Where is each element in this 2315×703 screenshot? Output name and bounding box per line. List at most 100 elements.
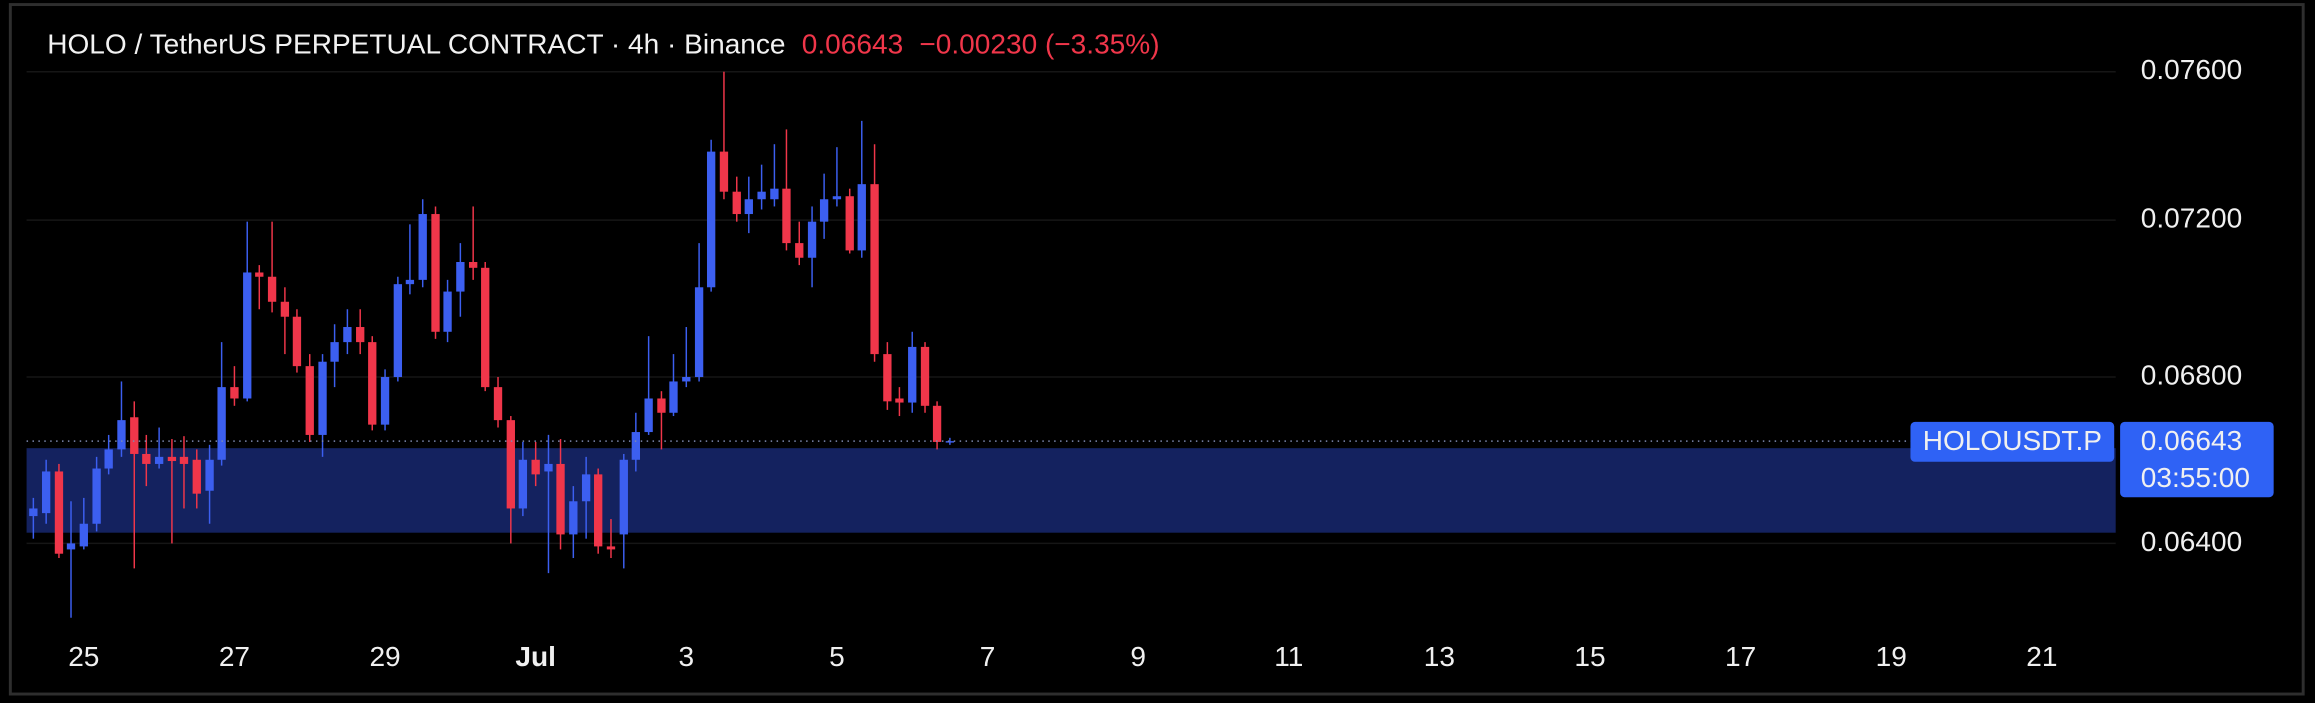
symbol-label-box xyxy=(1910,421,2115,462)
candle-body xyxy=(167,456,177,462)
header-price: 0.06643 xyxy=(802,28,903,59)
candle-body xyxy=(770,188,779,200)
candle-body xyxy=(694,287,704,378)
candle-body xyxy=(581,474,591,502)
candle-body xyxy=(92,468,101,524)
zone-layer xyxy=(26,448,2116,533)
x-tick-label: 9 xyxy=(1130,641,1146,672)
overlay-layer: 0.06400 0.06800 0.07200 0.07600 25 27 29 Jul 3 5 7… xyxy=(26,54,2274,672)
candle-body xyxy=(29,508,38,517)
candle-body xyxy=(192,459,201,494)
candle-body xyxy=(606,546,616,550)
candle-body xyxy=(481,267,490,388)
x-tick-label: 25 xyxy=(68,641,99,672)
candle-body xyxy=(895,398,904,403)
candle-body xyxy=(706,151,716,288)
candle-body xyxy=(569,501,578,535)
symbol-label: HOLOUSDT.P xyxy=(1923,425,2102,456)
candle-body xyxy=(380,377,390,425)
candle-body xyxy=(631,432,640,460)
header-change: −0.00230 (−3.35%) xyxy=(919,28,1159,59)
candle-body xyxy=(857,184,866,251)
candle-body xyxy=(142,453,151,464)
candle-body xyxy=(920,346,930,406)
candle-body xyxy=(255,272,264,277)
x-tick-label: Jul xyxy=(515,641,556,672)
candle-body xyxy=(343,327,352,343)
candle-body xyxy=(330,342,339,362)
candle-body xyxy=(732,191,741,215)
candle-body xyxy=(292,316,302,367)
candle-body xyxy=(945,441,955,443)
candle-body xyxy=(669,381,678,413)
candle-body xyxy=(644,398,653,433)
x-tick-label: 3 xyxy=(678,641,694,672)
candle-body xyxy=(117,420,126,450)
candle-body xyxy=(405,279,415,285)
candle-body xyxy=(243,272,252,399)
candle-body xyxy=(594,474,603,547)
candle-body xyxy=(531,459,540,475)
candle-body xyxy=(393,284,403,378)
y-tick-label: 0.06400 xyxy=(2141,526,2242,557)
x-tick-label: 11 xyxy=(1274,641,1303,672)
candle-body xyxy=(154,456,164,464)
candle-body xyxy=(41,471,51,514)
x-tick-label: 29 xyxy=(369,641,400,672)
candle-body xyxy=(205,459,214,491)
candle-body xyxy=(682,377,691,382)
candle-body xyxy=(908,346,917,403)
candle-body xyxy=(506,420,515,509)
x-tick-label: 13 xyxy=(1424,641,1455,672)
candle-layer xyxy=(29,71,955,618)
countdown-label: 03:55:00 xyxy=(2141,462,2250,493)
x-tick-label: 21 xyxy=(2026,641,2057,672)
candle-body xyxy=(356,327,365,343)
candle-body xyxy=(368,342,377,425)
candle-body xyxy=(757,191,766,200)
x-tick-label: 27 xyxy=(219,641,250,672)
candle-body xyxy=(556,463,565,535)
candle-body xyxy=(544,463,553,472)
x-tick-label: 19 xyxy=(1876,641,1907,672)
candle-body xyxy=(305,366,314,435)
candle-body xyxy=(456,262,465,292)
candle-body xyxy=(66,543,76,550)
candle-body xyxy=(104,449,113,469)
candle-body xyxy=(719,151,729,192)
candle-body xyxy=(217,387,226,460)
x-tick-label: 17 xyxy=(1725,641,1756,672)
candle-body xyxy=(418,214,427,280)
price-label: 0.06643 xyxy=(2141,425,2242,456)
frame xyxy=(8,3,2305,696)
candle-body xyxy=(493,387,503,421)
candle-body xyxy=(870,184,879,355)
candle-body xyxy=(469,262,478,268)
x-tick-label: 15 xyxy=(1574,641,1605,672)
candle-body xyxy=(280,301,290,317)
candle-body xyxy=(657,398,666,413)
y-tick-label: 0.06800 xyxy=(2141,359,2242,390)
candle-body xyxy=(744,199,753,215)
candle-body xyxy=(130,417,139,454)
price-zone xyxy=(26,448,2116,533)
y-tick-label: 0.07200 xyxy=(2141,203,2242,234)
candle-body xyxy=(318,361,327,435)
candle-body xyxy=(832,196,842,200)
candle-body xyxy=(79,523,88,547)
candle-body xyxy=(431,214,440,332)
candle-body xyxy=(795,243,804,258)
candle-body xyxy=(267,276,277,302)
x-tick-label: 5 xyxy=(829,641,845,672)
candle-body xyxy=(883,354,892,402)
price-label-box xyxy=(2120,421,2274,498)
candle-body xyxy=(845,196,854,251)
candle-body xyxy=(230,387,239,399)
candle-body xyxy=(54,471,64,554)
candle-body xyxy=(518,459,528,509)
x-tick-label: 7 xyxy=(980,641,996,672)
candle-body xyxy=(619,459,628,535)
